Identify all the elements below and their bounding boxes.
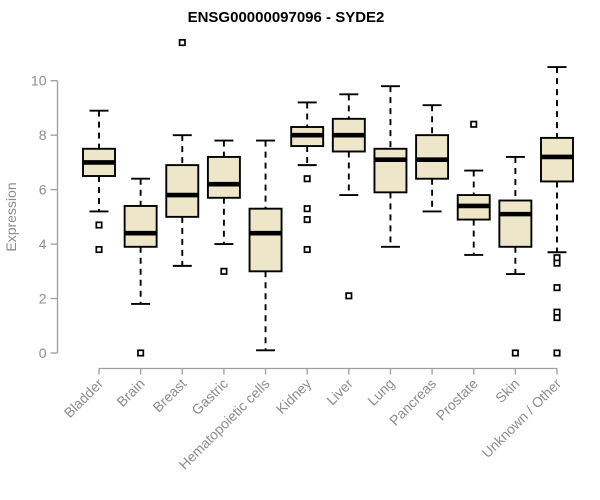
box-pancreas	[415, 104, 450, 213]
outlier-point	[303, 205, 311, 213]
x-tick-label-prostate: Prostate	[433, 375, 481, 423]
box-hematopoietic-cells	[248, 139, 283, 352]
outlier-point	[220, 267, 228, 275]
outlier-point	[303, 245, 311, 254]
box-bladder	[82, 109, 116, 254]
y-tick-label: 6	[39, 182, 47, 198]
box-breast	[165, 39, 200, 267]
iqr-box	[165, 164, 200, 218]
outlier-point	[137, 349, 145, 357]
outlier-point	[303, 216, 311, 224]
x-tick-label-breast: Breast	[149, 375, 189, 415]
box-prostate	[456, 120, 491, 256]
iqr-box	[540, 136, 574, 183]
x-tick-label-unknown-other: Unknown / Other	[479, 375, 565, 461]
box-liver	[331, 93, 366, 300]
iqr-box	[498, 199, 533, 248]
outlier-point	[303, 175, 311, 183]
x-tick-label-kidney: Kidney	[273, 375, 315, 417]
box-gastric	[206, 139, 241, 275]
outlier-point	[553, 308, 561, 316]
box-unknown-other	[540, 66, 574, 357]
iqr-box	[248, 207, 283, 273]
boxplot-series	[82, 39, 574, 357]
y-tick-label: 10	[31, 73, 47, 89]
chart-title: ENSG00000097096 - SYDE2	[188, 9, 385, 26]
outlier-point	[178, 39, 186, 47]
outlier-point	[553, 259, 561, 267]
x-tick-label-liver: Liver	[323, 375, 356, 408]
box-lung	[373, 85, 408, 248]
iqr-box	[206, 155, 241, 199]
y-tick-label: 2	[39, 291, 47, 307]
outlier-point	[553, 314, 561, 322]
outlier-point	[95, 221, 103, 229]
x-tick-label-skin: Skin	[492, 375, 523, 406]
box-skin	[498, 155, 533, 357]
iqr-box	[373, 147, 408, 194]
outlier-point	[95, 245, 103, 254]
outlier-point	[553, 349, 561, 357]
x-tick-label-bladder: Bladder	[61, 375, 107, 421]
outlier-point	[553, 254, 561, 262]
outlier-point	[470, 120, 478, 128]
outlier-point	[511, 349, 519, 357]
box-kidney	[290, 101, 325, 254]
x-tick-label-lung: Lung	[364, 375, 397, 408]
iqr-box	[415, 134, 450, 180]
box-brain	[123, 177, 158, 357]
y-tick-label: 4	[39, 236, 47, 252]
outlier-point	[553, 284, 561, 292]
y-tick-label: 0	[39, 345, 47, 361]
outlier-point	[345, 292, 353, 300]
x-tick-label-brain: Brain	[113, 375, 147, 409]
y-axis-label: Expression	[3, 182, 19, 251]
y-tick-label: 8	[39, 127, 47, 143]
iqr-box	[123, 205, 158, 248]
